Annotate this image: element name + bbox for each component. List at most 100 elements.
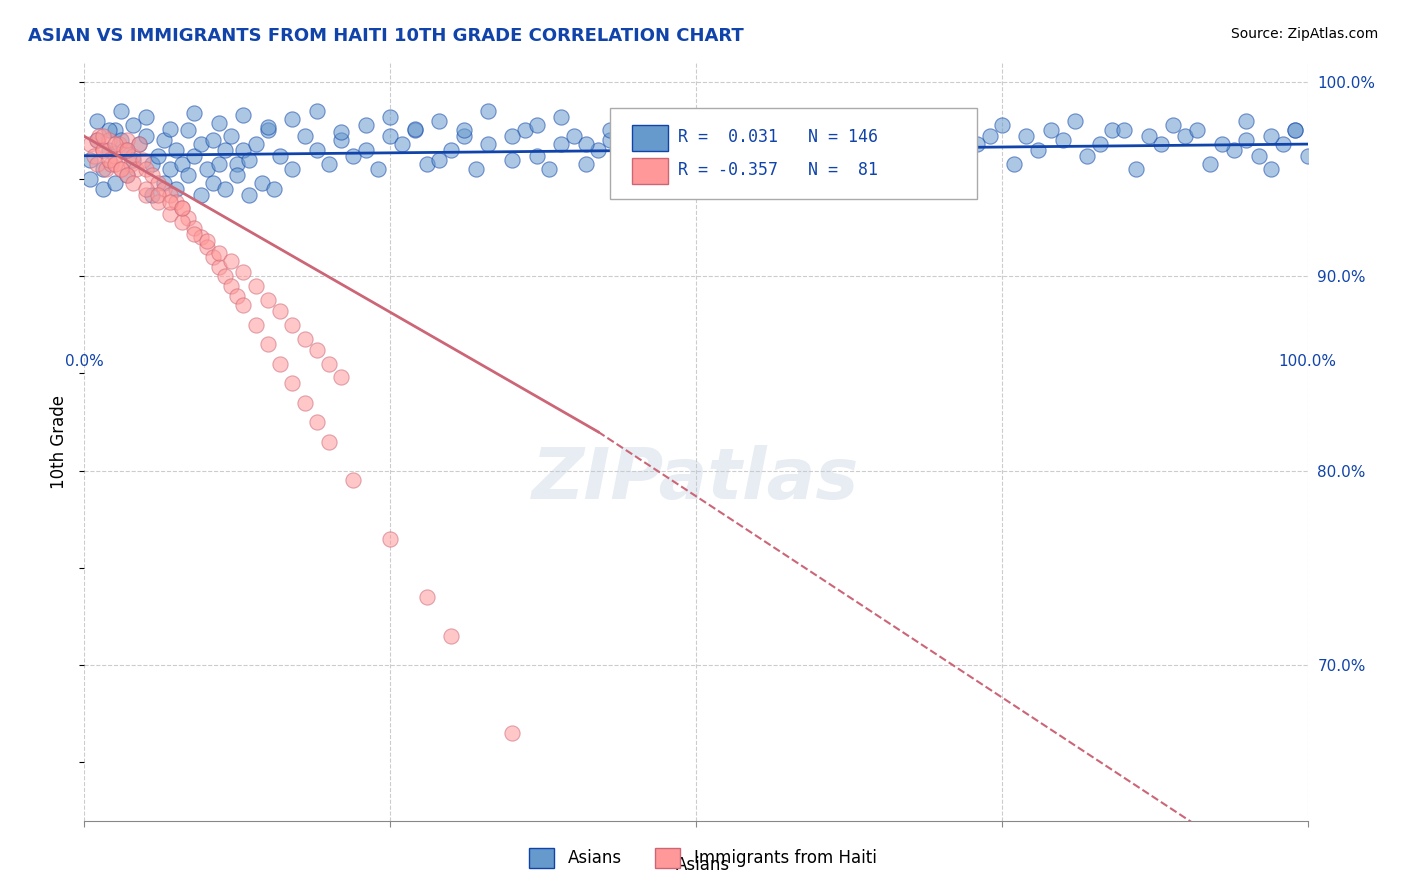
Immigrants from Haiti bbox=[245, 318, 267, 332]
Asians bbox=[1272, 137, 1295, 152]
Immigrants from Haiti bbox=[153, 182, 176, 196]
Asians bbox=[709, 129, 731, 144]
Immigrants from Haiti bbox=[190, 230, 212, 244]
Asians bbox=[538, 162, 561, 177]
Asians bbox=[624, 113, 647, 128]
Immigrants from Haiti bbox=[219, 253, 242, 268]
Immigrants from Haiti bbox=[330, 370, 353, 384]
Asians bbox=[1174, 129, 1197, 144]
Asians bbox=[917, 129, 939, 144]
Asians bbox=[269, 149, 291, 163]
Asians bbox=[159, 121, 181, 136]
Asians bbox=[1260, 129, 1282, 144]
Asians bbox=[648, 129, 671, 144]
FancyBboxPatch shape bbox=[633, 158, 668, 184]
Asians bbox=[721, 113, 744, 128]
Immigrants from Haiti bbox=[87, 129, 110, 144]
FancyBboxPatch shape bbox=[633, 126, 668, 151]
Immigrants from Haiti bbox=[281, 376, 304, 391]
Asians bbox=[966, 137, 988, 152]
Asians bbox=[97, 143, 120, 157]
Asians bbox=[586, 143, 609, 157]
Immigrants from Haiti bbox=[257, 293, 280, 307]
Immigrants from Haiti bbox=[135, 162, 157, 177]
Asians bbox=[257, 120, 280, 134]
Asians bbox=[153, 176, 176, 190]
Asians bbox=[1223, 143, 1246, 157]
Asians bbox=[79, 172, 101, 186]
Text: ASIAN VS IMMIGRANTS FROM HAITI 10TH GRADE CORRELATION CHART: ASIAN VS IMMIGRANTS FROM HAITI 10TH GRAD… bbox=[28, 27, 744, 45]
Asians bbox=[1161, 118, 1184, 132]
Asians bbox=[575, 156, 598, 170]
Immigrants from Haiti bbox=[104, 137, 127, 152]
Asians bbox=[794, 129, 817, 144]
Immigrants from Haiti bbox=[132, 153, 155, 167]
Asians bbox=[820, 118, 842, 132]
Asians bbox=[305, 103, 328, 118]
Immigrants from Haiti bbox=[281, 318, 304, 332]
Asians bbox=[214, 182, 236, 196]
Asians bbox=[86, 133, 108, 147]
Asians bbox=[232, 143, 254, 157]
Immigrants from Haiti bbox=[562, 823, 585, 838]
Immigrants from Haiti bbox=[120, 156, 142, 170]
Immigrants from Haiti bbox=[91, 143, 114, 157]
Asians bbox=[226, 156, 249, 170]
Immigrants from Haiti bbox=[146, 187, 169, 202]
Text: 0.0%: 0.0% bbox=[65, 354, 104, 369]
Immigrants from Haiti bbox=[86, 156, 108, 170]
Asians bbox=[893, 113, 915, 128]
Immigrants from Haiti bbox=[183, 227, 205, 241]
Immigrants from Haiti bbox=[110, 162, 132, 177]
Legend: Asians, Immigrants from Haiti: Asians, Immigrants from Haiti bbox=[523, 841, 883, 875]
Asians bbox=[453, 123, 475, 137]
Asians bbox=[146, 149, 169, 163]
Immigrants from Haiti bbox=[342, 474, 364, 488]
Immigrants from Haiti bbox=[115, 143, 138, 157]
Text: Asians: Asians bbox=[676, 856, 730, 874]
Asians bbox=[281, 112, 304, 126]
Asians bbox=[391, 137, 413, 152]
Asians bbox=[172, 156, 194, 170]
Text: Source: ZipAtlas.com: Source: ZipAtlas.com bbox=[1230, 27, 1378, 41]
Asians bbox=[1198, 156, 1220, 170]
Immigrants from Haiti bbox=[122, 149, 145, 163]
Immigrants from Haiti bbox=[172, 215, 194, 229]
Asians bbox=[354, 118, 377, 132]
Asians bbox=[342, 149, 364, 163]
Asians bbox=[177, 168, 200, 182]
Immigrants from Haiti bbox=[97, 133, 120, 147]
Asians bbox=[513, 123, 536, 137]
Asians bbox=[165, 182, 187, 196]
Immigrants from Haiti bbox=[269, 304, 291, 318]
Asians bbox=[1296, 149, 1319, 163]
Immigrants from Haiti bbox=[146, 176, 169, 190]
Asians bbox=[190, 187, 212, 202]
Asians bbox=[758, 143, 780, 157]
Asians bbox=[562, 129, 585, 144]
Asians bbox=[831, 143, 853, 157]
Text: 100.0%: 100.0% bbox=[1278, 354, 1337, 369]
Asians bbox=[427, 113, 450, 128]
Asians bbox=[1088, 137, 1111, 152]
Asians bbox=[502, 129, 524, 144]
Immigrants from Haiti bbox=[294, 395, 316, 409]
Asians bbox=[183, 106, 205, 120]
Asians bbox=[380, 129, 402, 144]
Asians bbox=[1101, 123, 1123, 137]
Asians bbox=[1002, 156, 1025, 170]
Asians bbox=[770, 123, 793, 137]
Asians bbox=[380, 110, 402, 124]
Asians bbox=[122, 118, 145, 132]
Asians bbox=[685, 137, 707, 152]
Asians bbox=[747, 137, 769, 152]
Asians bbox=[477, 137, 499, 152]
Immigrants from Haiti bbox=[318, 357, 340, 371]
Immigrants from Haiti bbox=[100, 156, 122, 170]
Asians bbox=[464, 162, 486, 177]
Asians bbox=[91, 162, 114, 177]
Immigrants from Haiti bbox=[104, 156, 127, 170]
Immigrants from Haiti bbox=[91, 129, 114, 144]
Immigrants from Haiti bbox=[141, 168, 163, 182]
Asians bbox=[354, 143, 377, 157]
